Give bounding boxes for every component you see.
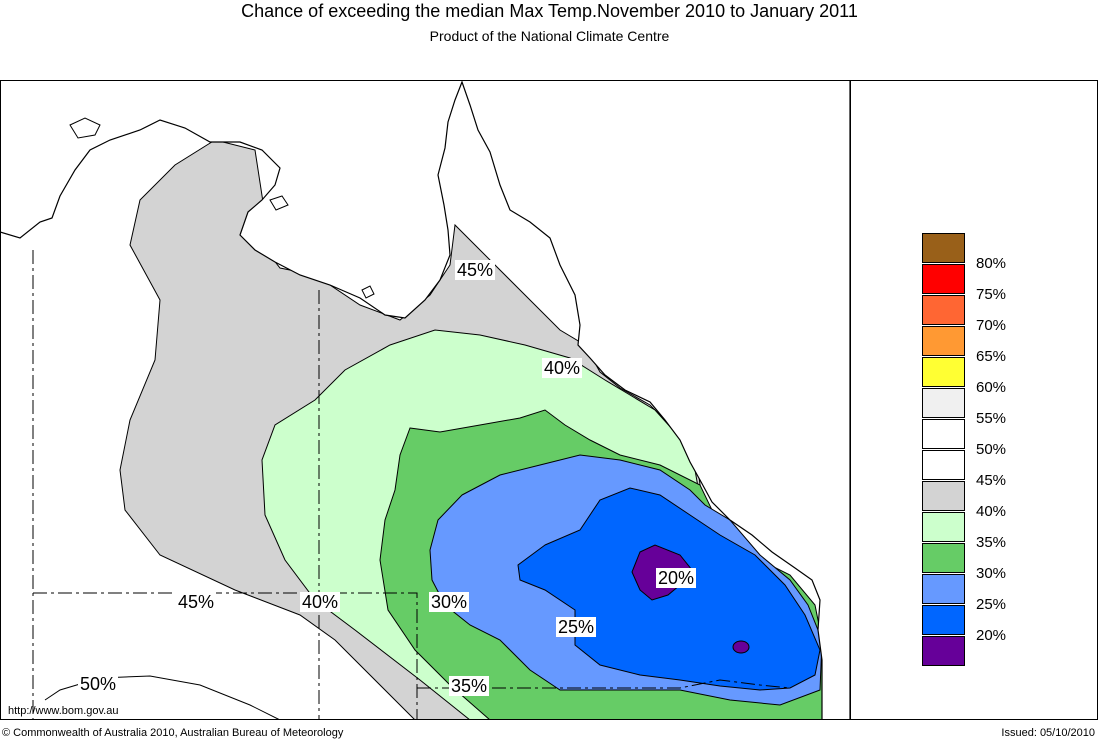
- map-frame: [0, 79, 1098, 720]
- legend-label: 55%: [976, 410, 1007, 427]
- legend-label: 75%: [976, 286, 1007, 303]
- contour-label: 20%: [656, 568, 697, 588]
- legend-swatch: [922, 295, 965, 325]
- copyright-text: © Commonwealth of Australia 2010, Austra…: [2, 727, 344, 739]
- map-title: Chance of exceeding the median Max Temp.…: [241, 1, 858, 21]
- region-20-purple-small: [732, 640, 750, 654]
- island-mornington: [269, 195, 289, 211]
- contour-label: 45%: [176, 592, 217, 612]
- contour-label: 45%: [455, 260, 496, 280]
- sa-border: [33, 592, 418, 720]
- contour-label: 50%: [78, 674, 119, 694]
- contour-50-line: [44, 675, 281, 720]
- contour-label: 35%: [449, 676, 490, 696]
- legend-label: 40%: [976, 503, 1007, 520]
- legend-label: 60%: [976, 379, 1007, 396]
- legend-swatch: [922, 233, 965, 263]
- contour-label: 25%: [556, 617, 597, 637]
- contour-label: 40%: [300, 592, 341, 612]
- legend-label: 20%: [976, 627, 1007, 644]
- legend-label: 25%: [976, 596, 1007, 613]
- legend-swatch: [922, 605, 965, 635]
- legend-label: 35%: [976, 534, 1007, 551]
- legend-swatch: [922, 481, 965, 511]
- nsw-border: [417, 679, 791, 689]
- legend-label: 70%: [976, 317, 1007, 334]
- legend-label: 50%: [976, 441, 1007, 458]
- contour-label: 40%: [542, 358, 583, 378]
- island-groote: [69, 117, 101, 139]
- contour-label: 30%: [429, 592, 470, 612]
- legend-swatch: [922, 357, 965, 387]
- legend-swatch: [922, 574, 965, 604]
- map-subtitle: Product of the National Climate Centre: [429, 28, 670, 44]
- legend-swatch: [922, 512, 965, 542]
- legend-swatch: [922, 264, 965, 294]
- source-url[interactable]: http://www.bom.gov.au: [8, 705, 119, 717]
- legend-swatch: [922, 419, 965, 449]
- coastline: [0, 80, 850, 720]
- legend-swatch: [922, 636, 965, 666]
- island-wellesley: [361, 285, 375, 299]
- legend-swatch: [922, 450, 965, 480]
- legend-swatch: [922, 326, 965, 356]
- legend-label: 80%: [976, 255, 1007, 272]
- legend-swatch: [922, 388, 965, 418]
- legend-label: 65%: [976, 348, 1007, 365]
- issued-date: Issued: 05/10/2010: [1001, 727, 1095, 739]
- legend-panel-border: [850, 80, 1098, 720]
- legend-label: 30%: [976, 565, 1007, 582]
- legend-swatch: [922, 543, 965, 573]
- legend-label: 45%: [976, 472, 1007, 489]
